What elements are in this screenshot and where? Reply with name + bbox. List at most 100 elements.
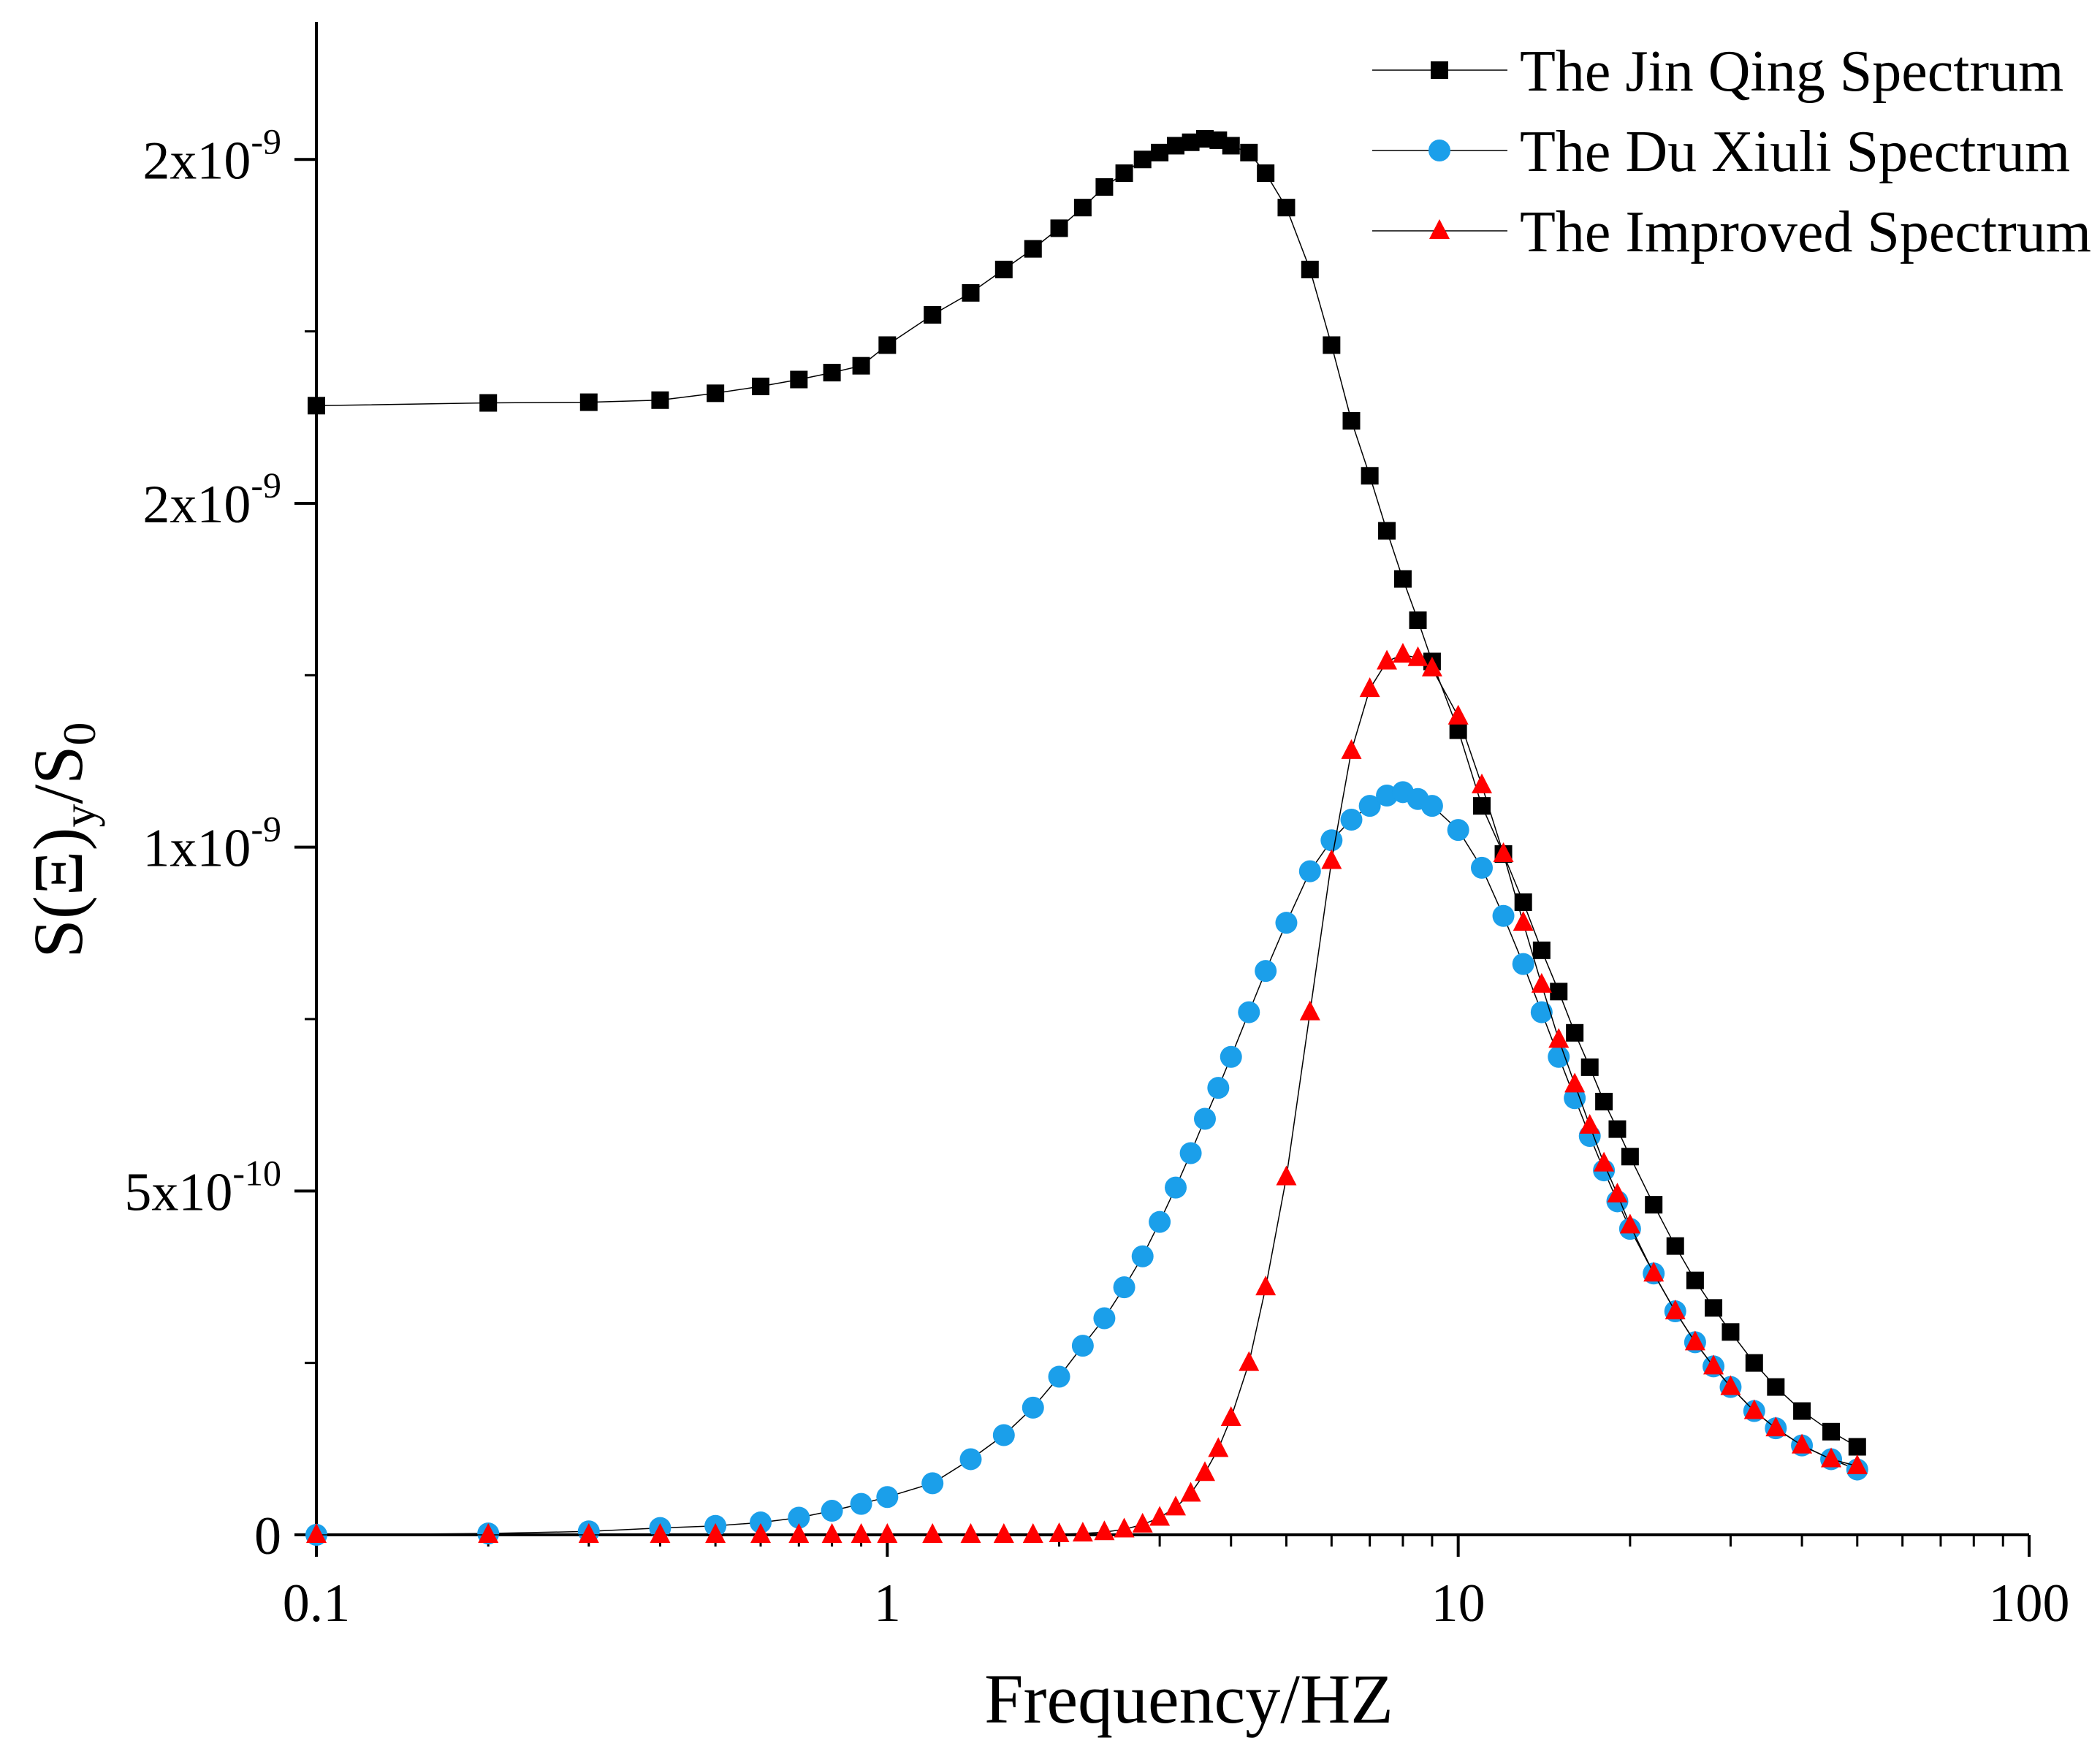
- data-point: [851, 1523, 872, 1543]
- data-point: [1321, 849, 1342, 869]
- data-point: [993, 1523, 1014, 1543]
- data-point: [1207, 1077, 1230, 1099]
- x-tick-label: 100: [1989, 1574, 2070, 1633]
- y-tick-mantissa: 2x10: [142, 475, 251, 535]
- data-point: [1323, 336, 1341, 354]
- data-point: [992, 1424, 1015, 1446]
- y-tick-label: 5x10-10: [124, 1152, 281, 1222]
- data-point: [1564, 1087, 1586, 1110]
- data-point: [1132, 1512, 1153, 1533]
- data-point: [1151, 143, 1169, 161]
- data-point: [1220, 1045, 1242, 1068]
- data-point: [1255, 1276, 1277, 1296]
- data-point: [1745, 1354, 1763, 1372]
- data-point: [478, 1523, 499, 1543]
- legend-label: The Du Xiuli Spectrum: [1520, 120, 2070, 184]
- data-point: [1024, 240, 1042, 258]
- data-point: [1255, 960, 1277, 983]
- data-point: [1220, 1406, 1241, 1426]
- data-point: [1822, 1422, 1841, 1441]
- data-point: [1093, 1307, 1116, 1330]
- y-tick-label: 2x10-9: [142, 121, 281, 191]
- data-point: [878, 336, 897, 354]
- data-point: [1420, 795, 1443, 817]
- data-point: [1358, 795, 1381, 817]
- y-axis-title-sub1: y: [53, 804, 105, 828]
- data-point: [922, 1523, 943, 1543]
- data-point: [1471, 856, 1494, 879]
- data-point: [705, 1523, 726, 1543]
- data-point: [1022, 1396, 1044, 1419]
- data-point: [1222, 137, 1240, 155]
- data-point: [1765, 1416, 1787, 1437]
- data-point: [1607, 1183, 1628, 1203]
- data-point: [1165, 1176, 1187, 1199]
- y-tick-mantissa: 0: [254, 1506, 281, 1566]
- data-point: [1340, 808, 1363, 831]
- data-point: [1377, 649, 1398, 670]
- data-point: [1277, 199, 1296, 217]
- data-point: [1684, 1330, 1705, 1351]
- data-point: [1133, 150, 1152, 169]
- data-point: [1361, 467, 1379, 485]
- legend-marker: [1429, 219, 1450, 239]
- data-point: [1666, 1237, 1684, 1255]
- legend-label: The Improved Spectrum: [1520, 200, 2091, 264]
- data-point: [1208, 1437, 1229, 1457]
- data-point: [1421, 656, 1442, 676]
- data-point: [1165, 1495, 1187, 1516]
- data-point: [852, 356, 870, 375]
- data-point: [1564, 1072, 1586, 1093]
- data-point: [1115, 164, 1133, 183]
- data-point: [1580, 1058, 1599, 1076]
- y-tick-exponent: -9: [251, 465, 281, 506]
- data-point: [1846, 1454, 1868, 1474]
- data-point: [479, 394, 498, 412]
- data-point: [749, 1511, 772, 1534]
- data-point: [850, 1492, 872, 1515]
- data-point: [1643, 1262, 1665, 1282]
- data-point: [1848, 1438, 1866, 1456]
- data-point: [1049, 1522, 1070, 1543]
- data-point: [1022, 1523, 1043, 1543]
- data-point: [1512, 953, 1534, 975]
- data-point: [1447, 704, 1469, 725]
- data-point: [876, 1486, 899, 1509]
- data-point: [1180, 1482, 1201, 1502]
- data-point: [650, 1523, 671, 1543]
- y-tick-exponent: -9: [251, 809, 281, 850]
- data-point: [1239, 1351, 1260, 1371]
- data-point: [821, 1500, 843, 1522]
- data-point: [1531, 972, 1552, 993]
- x-tick-label: 1: [874, 1574, 901, 1633]
- data-point: [1447, 819, 1469, 842]
- data-point: [962, 283, 980, 302]
- data-point: [1167, 137, 1185, 155]
- data-point: [1619, 1213, 1640, 1234]
- data-point: [1548, 1045, 1570, 1068]
- data-point: [1240, 143, 1258, 161]
- data-point: [1722, 1323, 1740, 1341]
- data-point: [1072, 1522, 1093, 1542]
- series-layer: [305, 130, 1868, 1546]
- data-point: [579, 393, 598, 411]
- data-point: [1276, 1165, 1297, 1186]
- data-point: [1149, 1210, 1171, 1233]
- data-point: [877, 1523, 898, 1543]
- data-point: [750, 1523, 771, 1543]
- data-point: [1299, 1000, 1320, 1021]
- data-point: [1113, 1276, 1135, 1299]
- data-point: [1608, 1120, 1627, 1138]
- data-point: [821, 1523, 842, 1543]
- x-tick-label: 0.1: [283, 1574, 351, 1633]
- data-point: [1275, 912, 1298, 934]
- series-square: [308, 130, 1866, 1456]
- data-point: [1071, 1335, 1094, 1357]
- data-point: [1532, 941, 1551, 959]
- data-point: [1392, 643, 1413, 663]
- data-point: [790, 370, 808, 389]
- data-point: [578, 1523, 599, 1543]
- data-point: [1301, 260, 1319, 278]
